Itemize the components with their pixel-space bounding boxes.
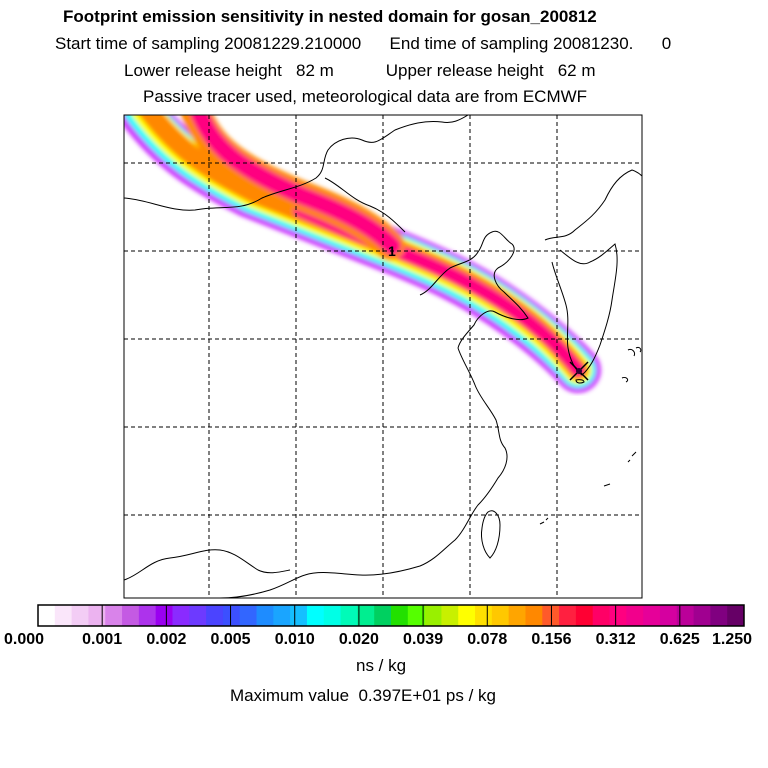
colorbar-cell xyxy=(475,605,492,626)
colorbar-cell xyxy=(240,605,257,626)
colorbar-tick-label: 0.005 xyxy=(211,630,251,650)
colorbar-cell xyxy=(38,605,55,626)
colorbar-units: ns / kg xyxy=(356,656,406,676)
colorbar-cell xyxy=(156,605,173,626)
colorbar-cell xyxy=(172,605,189,626)
colorbar-cell xyxy=(458,605,475,626)
colorbar-tick-label: 0.312 xyxy=(596,630,636,650)
colorbar-cell xyxy=(643,605,660,626)
colorbar-tick-label: 0.039 xyxy=(403,630,443,650)
colorbar-cell xyxy=(441,605,458,626)
colorbar-cell xyxy=(593,605,610,626)
colorbar-cell xyxy=(391,605,408,626)
colorbar-cell xyxy=(105,605,122,626)
colorbar-tick-label: 1.250 xyxy=(712,630,752,650)
colorbar-cell xyxy=(542,605,559,626)
colorbar-cells xyxy=(38,605,745,626)
colorbar-cell xyxy=(206,605,223,626)
colorbar-cell xyxy=(257,605,274,626)
colorbar-cell xyxy=(55,605,72,626)
colorbar-cell xyxy=(307,605,324,626)
colorbar-cell xyxy=(324,605,341,626)
colorbar-cell xyxy=(509,605,526,626)
colorbar-tick-label: 0.625 xyxy=(660,630,700,650)
colorbar-tick-label: 0.001 xyxy=(82,630,122,650)
colorbar-cell xyxy=(610,605,627,626)
colorbar-cell xyxy=(408,605,425,626)
colorbar-cell xyxy=(223,605,240,626)
colorbar-cell xyxy=(576,605,593,626)
colorbar-cell xyxy=(710,605,727,626)
colorbar-cell xyxy=(374,605,391,626)
colorbar-cell xyxy=(273,605,290,626)
colorbar-cell xyxy=(660,605,677,626)
colorbar-cell xyxy=(626,605,643,626)
colorbar-cell xyxy=(425,605,442,626)
colorbar-cell xyxy=(290,605,307,626)
colorbar-cell xyxy=(72,605,89,626)
colorbar-tick-label: 0.078 xyxy=(467,630,507,650)
colorbar-tick-label: 0.000 xyxy=(4,630,44,650)
colorbar-cell xyxy=(357,605,374,626)
colorbar-tick-label: 0.156 xyxy=(531,630,571,650)
colorbar-cell xyxy=(492,605,509,626)
colorbar xyxy=(0,0,768,768)
colorbar-cell xyxy=(189,605,206,626)
colorbar-tick-label: 0.020 xyxy=(339,630,379,650)
colorbar-cell xyxy=(139,605,156,626)
colorbar-cell xyxy=(694,605,711,626)
colorbar-cell xyxy=(88,605,105,626)
colorbar-tick-label: 0.010 xyxy=(275,630,315,650)
maximum-value: Maximum value 0.397E+01 ps / kg xyxy=(230,686,496,706)
colorbar-cell xyxy=(559,605,576,626)
colorbar-cell xyxy=(727,605,744,626)
colorbar-cell xyxy=(525,605,542,626)
colorbar-cell xyxy=(341,605,358,626)
colorbar-tick-label: 0.002 xyxy=(146,630,186,650)
colorbar-cell xyxy=(122,605,139,626)
